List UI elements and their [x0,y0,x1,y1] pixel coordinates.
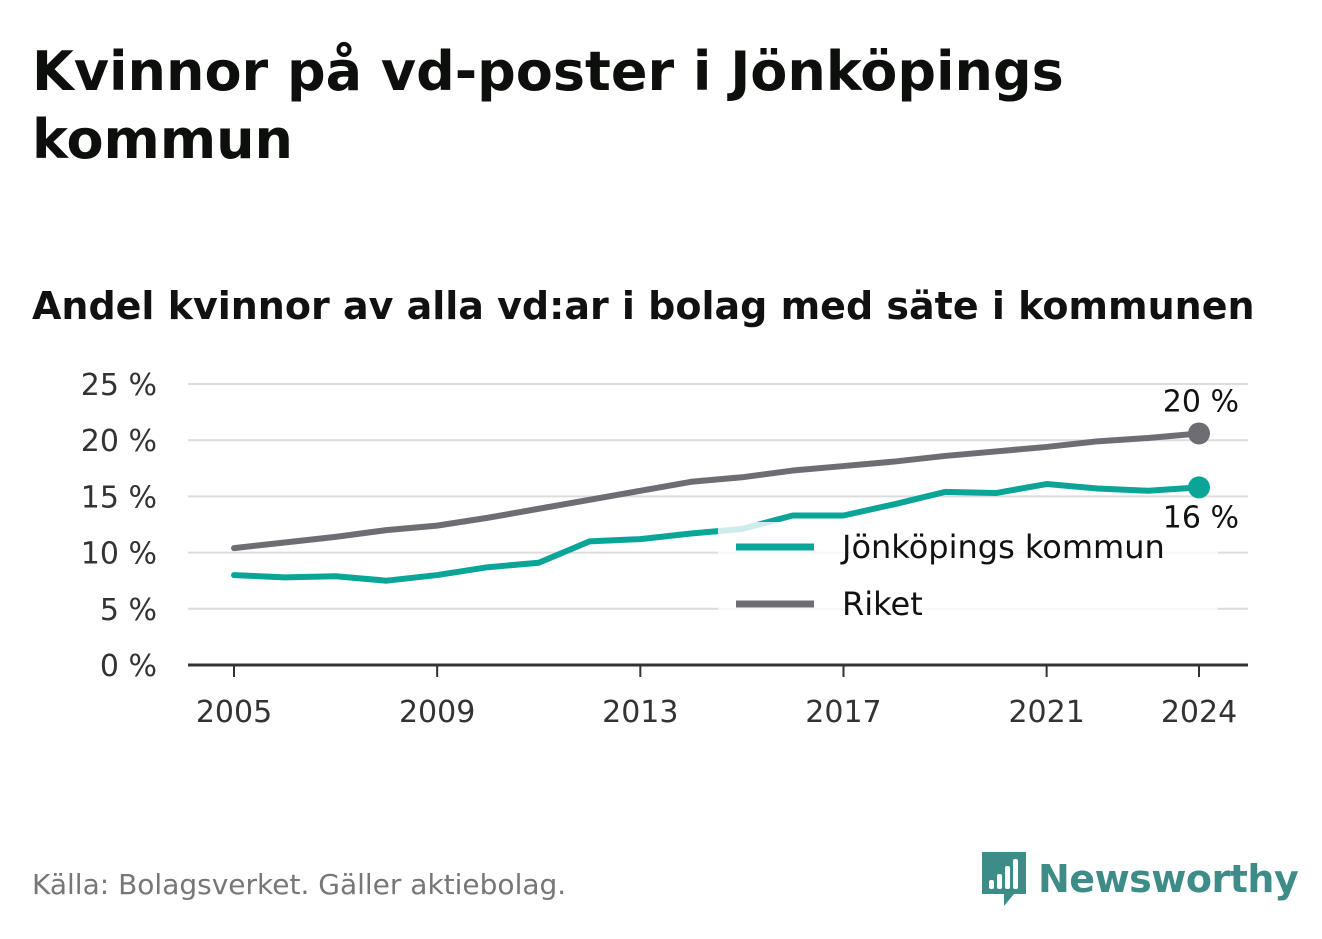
y-tick-label: 20 % [81,424,157,459]
x-tick-label: 2021 [1008,695,1084,730]
chart-subtitle: Andel kvinnor av alla vd:ar i bolag med … [32,284,1255,328]
newsworthy-logo: Newsworthy [980,850,1299,908]
end-label-riket: 20 % [1163,384,1239,419]
y-tick-label: 10 % [81,537,157,572]
end-point-jonkoping [1188,476,1210,499]
y-tick-label: 0 % [100,649,157,684]
end-label-jonkoping: 16 % [1163,500,1239,535]
newsworthy-logo-icon [982,852,1026,906]
x-tick-label: 2009 [399,695,475,730]
source-note: Källa: Bolagsverket. Gäller aktiebolag. [32,868,567,901]
series-line-riket [231,430,1202,552]
end-labels: 20 % 16 % [1163,384,1239,535]
legend-background [718,522,1218,636]
line-chart: 0 %5 %10 %15 %20 %25 % 2005 2009 2013 2017 2… [81,368,1248,730]
x-tick-label: 2024 [1161,695,1237,730]
x-axis: 2005 2009 2013 2017 2021 2024 [188,663,1248,730]
y-tick-label: 25 % [81,368,157,403]
brand-name: Newsworthy [1038,857,1299,901]
y-axis-ticks: 0 % 5 % 10 % 15 % 20 % 25 % [81,368,157,684]
legend: Jönköpings kommun Riket [718,522,1218,636]
chart-title: Kvinnor på vd-poster i Jönköpings kommun [32,40,1064,171]
x-tick-label: 2005 [196,695,272,730]
x-tick-label: 2017 [805,695,881,730]
y-tick-label: 15 % [81,480,157,515]
end-point-riket [1188,422,1210,445]
legend-label: Riket [842,585,923,623]
series-line-jonkoping [231,481,1202,584]
x-tick-label: 2013 [602,695,678,730]
legend-label: Jönköpings kommun [840,528,1165,566]
y-tick-label: 5 % [100,593,157,628]
series-lines [231,422,1210,584]
